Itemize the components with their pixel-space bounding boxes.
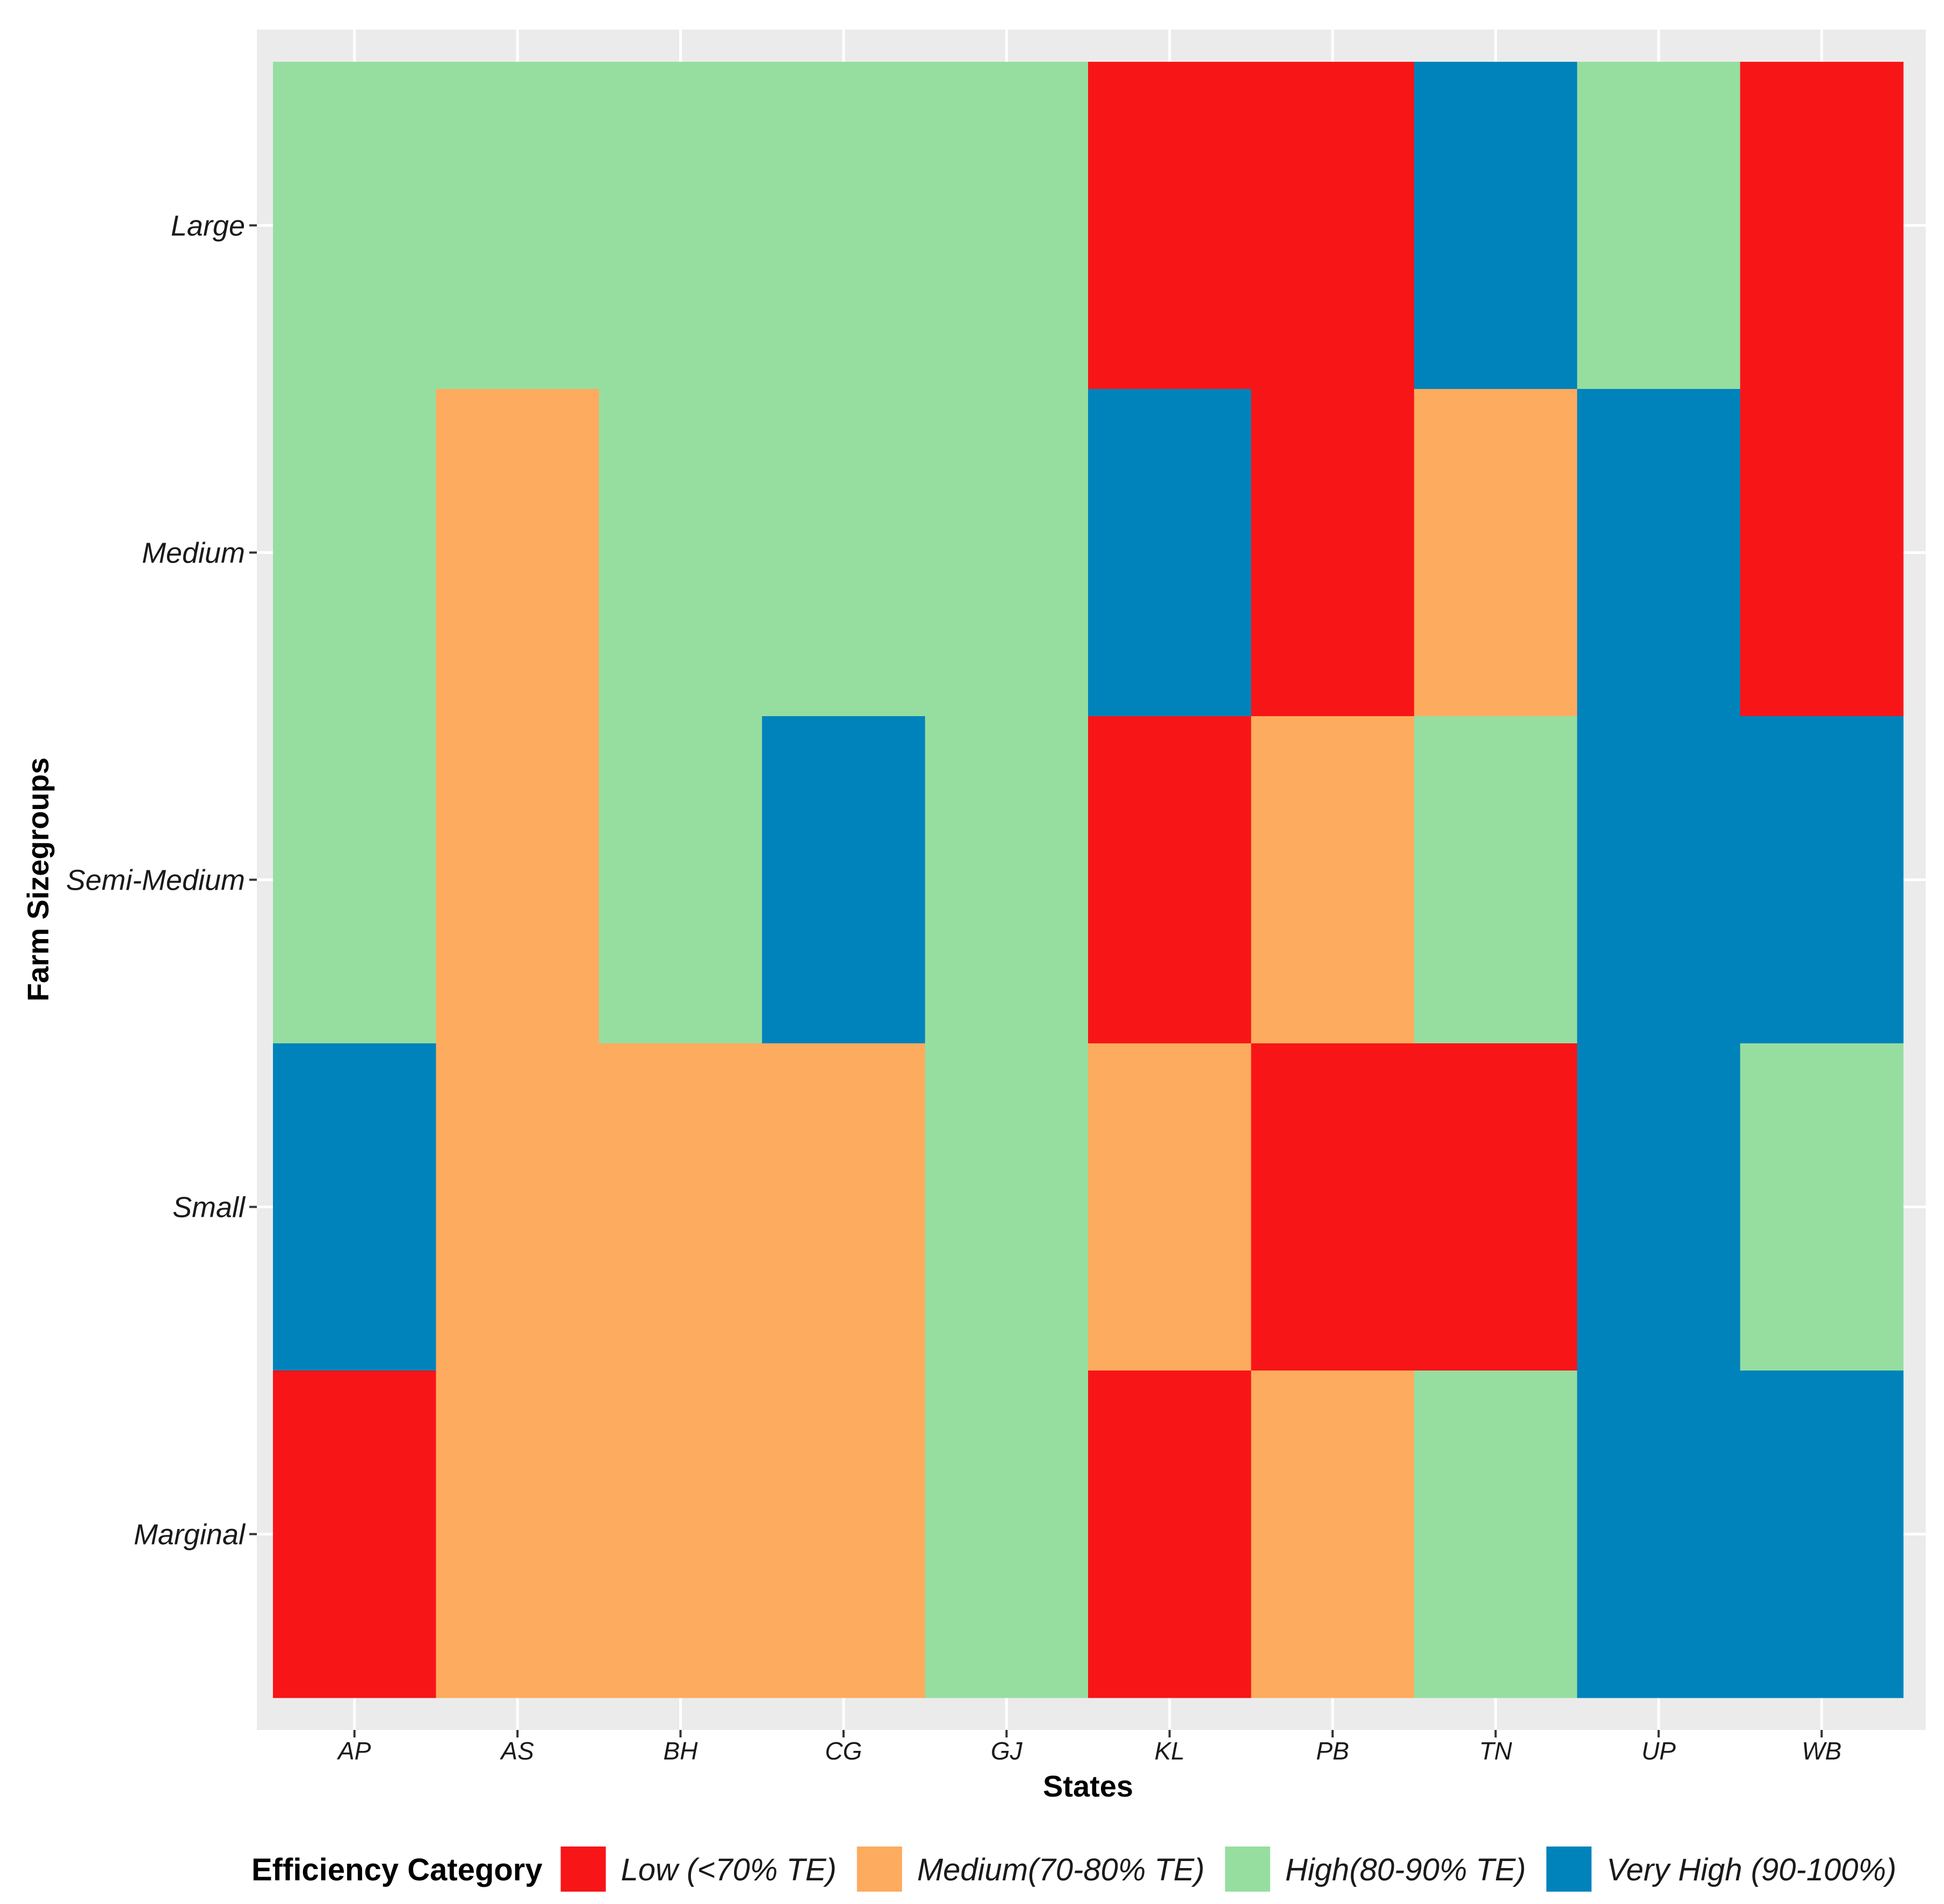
heatmap-cell-cg-semi-medium	[762, 716, 926, 1044]
heatmap-cell-tn-marginal	[1414, 1371, 1578, 1698]
heatmap-cell-ap-small	[273, 1043, 436, 1371]
heatmap-cell-gj-medium	[925, 389, 1089, 717]
heatmap-cell-cg-medium	[762, 389, 926, 717]
y-tick-label: Semi-Medium	[66, 864, 245, 897]
heatmap-cell-bh-small	[599, 1043, 762, 1371]
heatmap-cells	[273, 62, 1904, 1698]
heatmap-cell-kl-marginal	[1088, 1371, 1251, 1698]
heatmap-cell-tn-large	[1414, 62, 1578, 390]
x-tick-label: WB	[1802, 1737, 1841, 1765]
x-axis: AP AS BH CG GJ KL PB TN UP WB	[336, 1730, 1841, 1765]
heatmap-cell-ap-marginal	[273, 1371, 436, 1698]
heatmap-cell-wb-large	[1740, 62, 1904, 390]
y-axis: Large Medium Semi-Medium Small Marginal	[66, 210, 257, 1551]
x-tick-label: BH	[664, 1737, 699, 1765]
heatmap-cell-tn-medium	[1414, 389, 1578, 717]
heatmap-cell-cg-small	[762, 1043, 926, 1371]
heatmap-cell-pb-medium	[1251, 389, 1415, 717]
x-tick-label: CG	[825, 1737, 862, 1765]
heatmap-cell-wb-marginal	[1740, 1371, 1904, 1698]
legend-label: Very High (90-100%)	[1607, 1852, 1896, 1887]
x-tick-label: KL	[1155, 1737, 1185, 1765]
heatmap-cell-bh-semi-medium	[599, 716, 762, 1044]
legend-label: Medium(70-80% TE)	[917, 1852, 1205, 1887]
y-tick-label: Medium	[142, 537, 245, 569]
y-tick-label: Large	[171, 210, 245, 242]
x-tick-label: AS	[499, 1737, 534, 1765]
heatmap-cell-as-semi-medium	[436, 716, 600, 1044]
legend-items: Low (<70% TE) Medium(70-80% TE) High(80-90…	[560, 1847, 1896, 1892]
heatmap-cell-kl-small	[1088, 1043, 1251, 1371]
heatmap-cell-gj-large	[925, 62, 1089, 390]
legend-swatch-medium	[856, 1847, 902, 1892]
legend-label: Low (<70% TE)	[621, 1852, 837, 1887]
heatmap-cell-up-medium	[1577, 389, 1741, 717]
heatmap-cell-gj-semi-medium	[925, 716, 1089, 1044]
heatmap-cell-pb-large	[1251, 62, 1415, 390]
heatmap-cell-tn-small	[1414, 1043, 1578, 1371]
heatmap-cell-ap-large	[273, 62, 436, 390]
heatmap-cell-pb-semi-medium	[1251, 716, 1415, 1044]
heatmap-cell-bh-large	[599, 62, 762, 390]
y-axis-title: Farm Sizegroups	[21, 758, 55, 1001]
heatmap-cell-up-marginal	[1577, 1371, 1741, 1698]
heatmap-cell-pb-marginal	[1251, 1371, 1415, 1698]
legend-swatch-very-high	[1546, 1847, 1592, 1892]
heatmap-cell-bh-medium	[599, 389, 762, 717]
y-tick-label: Small	[172, 1192, 246, 1224]
heatmap-cell-ap-semi-medium	[273, 716, 436, 1044]
heatmap-cell-wb-small	[1740, 1043, 1904, 1371]
heatmap-cell-as-medium	[436, 389, 600, 717]
x-tick-label: TN	[1479, 1737, 1513, 1765]
x-tick-label: GJ	[991, 1737, 1023, 1765]
heatmap-cell-up-semi-medium	[1577, 716, 1741, 1044]
heatmap-cell-gj-small	[925, 1043, 1089, 1371]
heatmap-cell-cg-marginal	[762, 1371, 926, 1698]
x-axis-title: States	[1043, 1769, 1133, 1803]
heatmap-cell-kl-large	[1088, 62, 1251, 390]
legend-title: Efficiency Category	[251, 1852, 543, 1887]
heatmap-cell-up-small	[1577, 1043, 1741, 1371]
x-tick-label: UP	[1641, 1737, 1676, 1765]
legend: Efficiency Category Low (<70% TE) Medium(…	[251, 1847, 1896, 1892]
heatmap-cell-as-small	[436, 1043, 600, 1371]
heatmap-cell-kl-semi-medium	[1088, 716, 1251, 1044]
heatmap-cell-kl-medium	[1088, 389, 1251, 717]
y-tick-label: Marginal	[134, 1519, 246, 1551]
heatmap-cell-as-marginal	[436, 1371, 600, 1698]
legend-swatch-high	[1225, 1847, 1270, 1892]
heatmap-cell-bh-marginal	[599, 1371, 762, 1698]
heatmap-cell-up-large	[1577, 62, 1741, 390]
heatmap-cell-gj-marginal	[925, 1371, 1089, 1698]
x-tick-label: AP	[336, 1737, 371, 1765]
heatmap-cell-wb-semi-medium	[1740, 716, 1904, 1044]
heatmap-cell-wb-medium	[1740, 389, 1904, 717]
heatmap-cell-cg-large	[762, 62, 926, 390]
heatmap-cell-tn-semi-medium	[1414, 716, 1578, 1044]
legend-swatch-low	[560, 1847, 606, 1892]
legend-label: High(80-90% TE)	[1285, 1852, 1526, 1887]
x-tick-label: PB	[1316, 1737, 1349, 1765]
heatmap-cell-pb-small	[1251, 1043, 1415, 1371]
heatmap-cell-ap-medium	[273, 389, 436, 717]
heatmap-cell-as-large	[436, 62, 600, 390]
